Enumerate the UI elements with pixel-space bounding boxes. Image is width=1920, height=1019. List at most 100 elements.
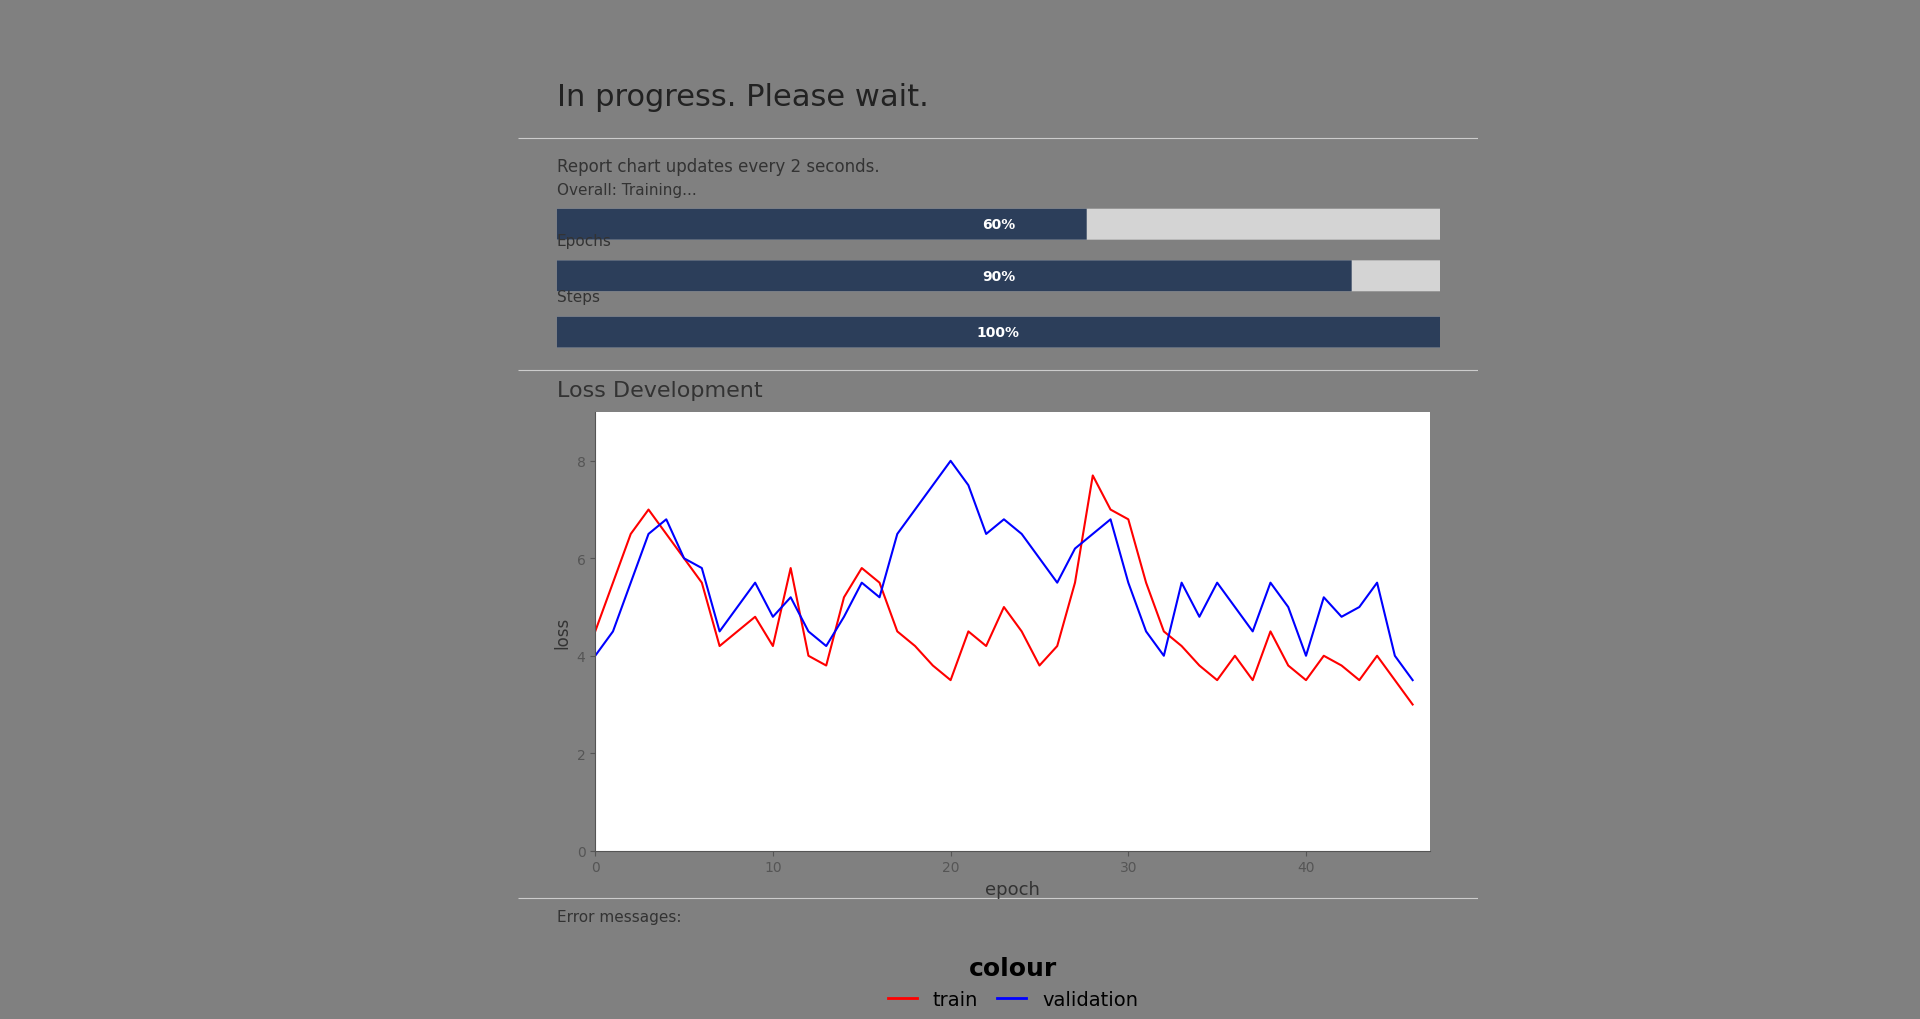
- train: [922, 659, 945, 672]
- Text: 60%: 60%: [981, 218, 1016, 232]
- train: [1402, 699, 1425, 711]
- validation: [1277, 601, 1300, 613]
- train: [1152, 626, 1175, 638]
- train: [1382, 675, 1405, 687]
- validation: [939, 455, 962, 468]
- FancyBboxPatch shape: [557, 261, 1352, 292]
- train: [1348, 675, 1371, 687]
- Text: Epochs: Epochs: [557, 234, 612, 249]
- Text: Steps: Steps: [557, 290, 599, 305]
- train: [956, 626, 979, 638]
- Text: In progress. Please wait.: In progress. Please wait.: [557, 83, 929, 112]
- train: [1188, 659, 1212, 672]
- validation: [885, 528, 908, 540]
- validation: [691, 562, 714, 575]
- train: [1081, 470, 1104, 482]
- train: [1046, 640, 1069, 652]
- train: [904, 640, 927, 652]
- validation: [1081, 528, 1104, 540]
- train: [1206, 675, 1229, 687]
- train: [708, 640, 732, 652]
- train: [1064, 577, 1087, 589]
- validation: [868, 592, 891, 604]
- validation: [975, 528, 998, 540]
- validation: [814, 640, 837, 652]
- Text: 100%: 100%: [977, 326, 1020, 339]
- validation: [762, 611, 785, 624]
- train: [975, 640, 998, 652]
- train: [1027, 659, 1050, 672]
- validation: [1331, 611, 1354, 624]
- validation: [726, 601, 749, 613]
- train: [868, 577, 891, 589]
- validation: [1169, 577, 1192, 589]
- validation: [1188, 611, 1212, 624]
- validation: [1382, 650, 1405, 662]
- validation: [904, 504, 927, 517]
- train: [1135, 577, 1158, 589]
- train: [1117, 514, 1140, 526]
- train: [1169, 640, 1192, 652]
- validation: [708, 626, 732, 638]
- validation: [584, 650, 607, 662]
- validation: [833, 611, 856, 624]
- FancyBboxPatch shape: [557, 210, 1440, 240]
- train: [1311, 650, 1334, 662]
- validation: [851, 577, 874, 589]
- Text: Report chart updates every 2 seconds.: Report chart updates every 2 seconds.: [557, 158, 879, 176]
- validation: [1240, 626, 1263, 638]
- FancyBboxPatch shape: [557, 261, 1440, 292]
- train: [993, 601, 1016, 613]
- Line: validation: validation: [595, 462, 1413, 681]
- validation: [922, 480, 945, 492]
- validation: [1046, 577, 1069, 589]
- train: [1223, 650, 1246, 662]
- train: [601, 577, 624, 589]
- X-axis label: epoch: epoch: [985, 880, 1041, 898]
- Y-axis label: loss: loss: [553, 615, 570, 648]
- train: [743, 611, 766, 624]
- validation: [1027, 552, 1050, 565]
- train: [885, 626, 908, 638]
- validation: [655, 514, 678, 526]
- FancyBboxPatch shape: [557, 317, 1440, 348]
- validation: [1311, 592, 1334, 604]
- train: [691, 577, 714, 589]
- validation: [1402, 675, 1425, 687]
- validation: [1098, 514, 1121, 526]
- validation: [1135, 626, 1158, 638]
- validation: [1294, 650, 1317, 662]
- train: [655, 528, 678, 540]
- Text: Overall: Training...: Overall: Training...: [557, 182, 697, 198]
- validation: [1365, 577, 1388, 589]
- validation: [1223, 601, 1246, 613]
- train: [1331, 659, 1354, 672]
- train: [939, 675, 962, 687]
- train: [1294, 675, 1317, 687]
- train: [584, 626, 607, 638]
- validation: [1206, 577, 1229, 589]
- validation: [1010, 528, 1033, 540]
- validation: [780, 592, 803, 604]
- FancyBboxPatch shape: [557, 317, 1440, 348]
- Text: Loss Development: Loss Development: [557, 380, 762, 400]
- validation: [1260, 577, 1283, 589]
- train: [726, 626, 749, 638]
- Text: Error messages:: Error messages:: [557, 909, 682, 924]
- train: [1365, 650, 1388, 662]
- Legend: train, validation: train, validation: [879, 949, 1146, 1016]
- validation: [797, 626, 820, 638]
- train: [780, 562, 803, 575]
- validation: [637, 528, 660, 540]
- train: [1277, 659, 1300, 672]
- validation: [620, 577, 643, 589]
- validation: [743, 577, 766, 589]
- train: [851, 562, 874, 575]
- train: [637, 504, 660, 517]
- train: [1240, 675, 1263, 687]
- validation: [1348, 601, 1371, 613]
- train: [833, 592, 856, 604]
- train: [672, 552, 695, 565]
- validation: [601, 626, 624, 638]
- validation: [956, 480, 979, 492]
